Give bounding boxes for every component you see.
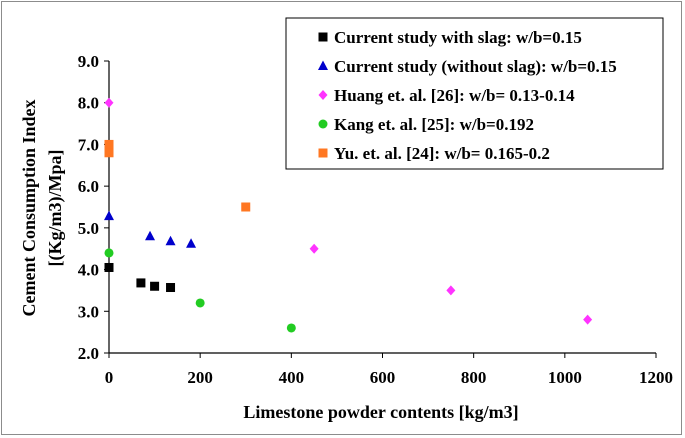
y-tick-label: 7.0 xyxy=(78,135,99,154)
legend-label-series-4: Kang et. al. [25]: w/b=0.192 xyxy=(334,115,534,134)
y-tick-label: 3.0 xyxy=(78,302,99,321)
data-point-series-1 xyxy=(166,283,176,293)
data-point-series-5 xyxy=(104,139,114,149)
data-point-series-1 xyxy=(150,281,160,291)
y-tick-label: 4.0 xyxy=(78,261,99,280)
legend-marker-series-1 xyxy=(318,32,328,42)
data-point-series-3 xyxy=(309,243,319,254)
data-point-series-5 xyxy=(104,148,114,158)
legend-box xyxy=(285,17,664,170)
y-axis-label-line2: [(Kg/m3)/Mpa] xyxy=(45,150,66,267)
data-point-series-2 xyxy=(165,235,176,246)
y-tick-label: 5.0 xyxy=(78,219,99,238)
legend-label-series-3: Huang et. al. [26]: w/b= 0.13-0.14 xyxy=(334,86,575,105)
x-tick-label: 800 xyxy=(461,368,487,387)
legend-label-series-1: Current study with slag: w/b=0.15 xyxy=(334,28,582,47)
legend-label-series-5: Yu. et. al. [24]: w/b= 0.165-0.2 xyxy=(334,144,550,163)
y-tick-label: 8.0 xyxy=(78,94,99,113)
data-point-series-1 xyxy=(136,278,146,288)
data-point-series-2 xyxy=(104,210,114,221)
legend-marker-series-5 xyxy=(318,148,328,158)
data-point-series-4 xyxy=(286,323,296,333)
data-point-series-3 xyxy=(583,314,593,325)
x-tick-label: 1000 xyxy=(548,368,582,387)
legend: Current study with slag: w/b=0.15 Current… xyxy=(285,17,664,170)
legend-marker-series-2 xyxy=(318,60,328,70)
x-tick-label: 0 xyxy=(105,368,114,387)
x-tick-label: 600 xyxy=(370,368,396,387)
legend-marker-series-4 xyxy=(318,119,328,129)
legend-marker-series-3 xyxy=(318,90,328,100)
x-axis-label: Limestone powder contents [kg/m3] xyxy=(243,402,518,422)
legend-label-series-2: Current study (without slag): w/b=0.15 xyxy=(334,57,617,76)
x-tick-label: 200 xyxy=(187,368,213,387)
y-axis-label-line1: Cement Consumption Index xyxy=(19,99,39,316)
y-tick-label: 6.0 xyxy=(78,177,99,196)
data-point-series-2 xyxy=(145,230,156,241)
data-point-series-4 xyxy=(195,298,205,308)
data-point-series-4 xyxy=(104,248,114,258)
y-tick-label: 2.0 xyxy=(78,344,99,363)
x-tick-label: 1200 xyxy=(639,368,673,387)
data-point-series-3 xyxy=(104,97,114,108)
data-point-series-5 xyxy=(241,202,251,212)
y-tick-label: 9.0 xyxy=(78,52,99,71)
data-point-series-1 xyxy=(104,262,114,272)
data-point-series-3 xyxy=(446,285,456,296)
data-point-series-2 xyxy=(186,238,197,248)
x-tick-label: 400 xyxy=(279,368,305,387)
